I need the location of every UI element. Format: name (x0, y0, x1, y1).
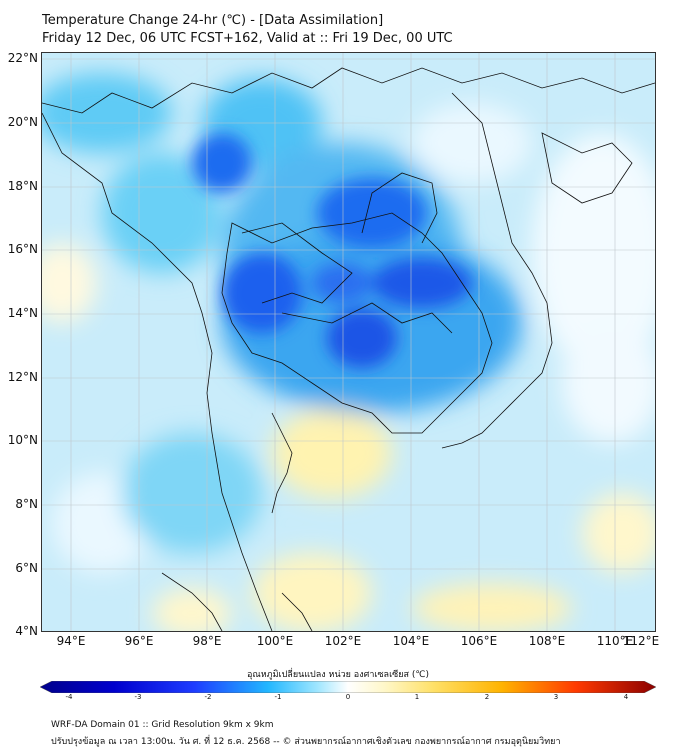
lon-label: 104°E (392, 634, 430, 648)
lon-label: 94°E (56, 634, 86, 648)
colorbar-tick: 3 (553, 693, 559, 701)
lat-label: 22°N (7, 51, 38, 65)
colorbar-tick: -3 (134, 693, 142, 701)
lat-label: 4°N (15, 624, 38, 638)
colorbar-tick: 1 (414, 693, 420, 701)
coastlines-and-borders (42, 67, 655, 631)
lon-label: 96°E (124, 634, 154, 648)
lon-label: 112°E (622, 634, 660, 648)
colorbar-label: อุณหภูมิเปลี่ยนแปลง หน่วย องศาเซลเซียส (… (246, 670, 430, 680)
title-line-1: Temperature Change 24-hr (℃) - [Data Ass… (42, 13, 384, 28)
lon-label: 100°E (256, 634, 294, 648)
lon-label: 98°E (192, 634, 222, 648)
lat-label: 16°N (7, 242, 38, 256)
lon-label: 106°E (460, 634, 498, 648)
colorbar-tick: 4 (623, 693, 629, 701)
colorbar-tick: -4 (65, 693, 73, 701)
lat-label: 18°N (7, 179, 38, 193)
map-title: Temperature Change 24-hr (℃) - [Data Ass… (42, 12, 453, 48)
graticule (42, 53, 655, 631)
colorbar-tick: 2 (484, 693, 490, 701)
temperature-change-map (42, 53, 655, 631)
lat-label: 14°N (7, 306, 38, 320)
lat-label: 8°N (15, 497, 38, 511)
lon-label: 102°E (324, 634, 362, 648)
lon-label: 110°E (596, 634, 634, 648)
lon-label: 108°E (528, 634, 566, 648)
lat-label: 10°N (7, 433, 38, 447)
lat-label: 12°N (7, 370, 38, 384)
colorbar (40, 681, 656, 693)
lat-label: 20°N (7, 115, 38, 129)
map-panel (41, 52, 656, 632)
colorbar-tick: -1 (274, 693, 282, 701)
title-line-2: Friday 12 Dec, 06 UTC FCST+162, Valid at… (42, 31, 453, 46)
colorbar-tick: -2 (204, 693, 212, 701)
lat-label: 6°N (15, 561, 38, 575)
colorbar-tick: 0 (345, 693, 351, 701)
footer-credit: ปรับปรุงข้อมูล ณ เวลา 13:00น. วัน ศ. ที่… (51, 737, 561, 747)
footer-resolution: WRF-DA Domain 01 :: Grid Resolution 9km … (51, 720, 274, 730)
